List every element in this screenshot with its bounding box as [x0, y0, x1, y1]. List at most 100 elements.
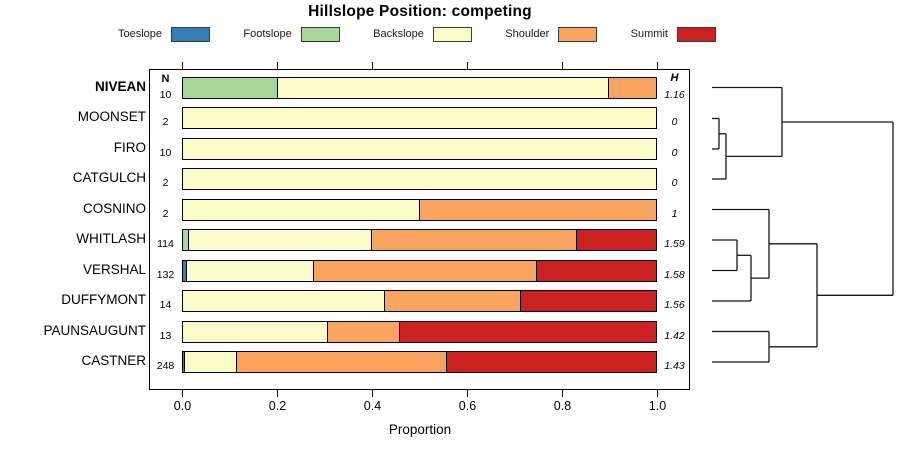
- x-axis-tick: [181, 390, 184, 397]
- bar-segment-backslope: [183, 108, 656, 129]
- h-value: 0: [671, 177, 678, 190]
- n-value: 2: [162, 116, 169, 129]
- bar-segment-shoulder: [385, 291, 521, 312]
- h-value: 1.16: [664, 89, 685, 101]
- top-axis-tick: [466, 62, 469, 69]
- bar-moonset: [182, 107, 657, 130]
- legend-swatch-backslope: [432, 26, 472, 42]
- h-value: 1.43: [664, 359, 685, 372]
- x-axis-tick-label: 1.0: [648, 399, 667, 413]
- h-column-header: H: [670, 72, 679, 84]
- bar-segment-summit: [446, 351, 656, 372]
- bar-firo: [182, 137, 657, 160]
- top-axis-tick: [656, 62, 659, 69]
- chart-title: Hillslope Position: competing: [308, 3, 532, 20]
- row-label-moonset: MOONSET: [77, 109, 146, 125]
- bar-segment-shoulder: [314, 260, 537, 281]
- row-label-nivean: NIVEAN: [94, 79, 146, 94]
- h-value: 1.56: [664, 299, 685, 312]
- bar-segment-summit: [576, 230, 656, 251]
- bar-castner: [182, 350, 657, 373]
- legend-item-backslope: Backslope: [373, 26, 472, 42]
- row-label-catgulch: CATGULCH: [72, 170, 146, 186]
- x-axis-tick: [561, 390, 564, 397]
- h-value: 0: [671, 116, 678, 129]
- top-axis-tick: [276, 62, 279, 69]
- bar-segment-backslope: [184, 351, 238, 372]
- bar-segment-backslope: [183, 199, 420, 220]
- bar-segment-backslope: [277, 78, 609, 98]
- bar-segment-summit: [520, 291, 656, 312]
- row-label-castner: CASTNER: [81, 352, 146, 368]
- row-label-cosnino: COSNINO: [82, 200, 146, 216]
- n-value: 10: [159, 146, 172, 159]
- h-value: 1.58: [664, 268, 685, 281]
- n-value: 132: [156, 268, 175, 281]
- bar-vershal: [182, 259, 657, 282]
- x-axis-tick: [276, 390, 279, 397]
- legend-label: Toeslope: [118, 28, 163, 40]
- bar-segment-summit: [536, 260, 656, 281]
- bar-duffymont: [182, 290, 657, 313]
- bar-segment-backslope: [183, 169, 656, 190]
- bar-segment-shoulder: [372, 230, 577, 251]
- bar-segment-toeslope: [183, 351, 185, 372]
- n-value: 10: [159, 89, 172, 101]
- plot-box: [149, 69, 690, 390]
- top-axis-tick: [561, 62, 564, 69]
- legend-label: Footslope: [243, 28, 292, 40]
- bar-segment-backslope: [188, 230, 373, 251]
- n-value: 13: [159, 329, 172, 342]
- n-value: 114: [157, 238, 174, 251]
- x-axis-tick: [466, 390, 469, 397]
- bar-segment-backslope: [183, 138, 656, 159]
- bar-segment-shoulder: [608, 78, 656, 98]
- bar-segment-shoulder: [419, 199, 656, 220]
- row-label-vershal: VERSHAL: [82, 261, 146, 277]
- x-axis-tick-label: 0.0: [173, 399, 192, 413]
- legend-item-footslope: Footslope: [243, 26, 340, 42]
- x-axis-tick: [656, 390, 659, 397]
- bar-whitlash: [182, 229, 657, 252]
- row-label-firo: FIRO: [113, 139, 146, 155]
- row-label-duffymont: DUFFYMONT: [61, 292, 146, 308]
- h-value: 1.59: [664, 238, 685, 251]
- top-axis-tick: [181, 62, 184, 69]
- bar-cosnino: [182, 198, 657, 221]
- bar-segment-footslope: [183, 78, 278, 98]
- top-axis-tick: [371, 62, 374, 69]
- x-axis-tick: [371, 390, 374, 397]
- bar-segment-shoulder: [327, 321, 401, 342]
- legend-label: Shoulder: [505, 28, 550, 40]
- n-value: 2: [162, 207, 169, 220]
- n-value: 14: [159, 299, 172, 312]
- bar-nivean: [182, 77, 657, 99]
- x-axis-tick-label: 0.8: [553, 399, 572, 413]
- h-value: 1.42: [664, 329, 685, 342]
- n-column-header: N: [161, 73, 170, 85]
- bar-segment-summit: [400, 321, 656, 342]
- legend: Toeslope Footslope Backslope Shoulder Summit: [118, 25, 716, 43]
- row-label-whitlash: WHITLASH: [76, 231, 146, 247]
- bar-segment-backslope: [183, 321, 328, 342]
- row-label-paunsaugunt: PAUNSAUGUNT: [43, 322, 146, 338]
- n-value: 248: [156, 359, 175, 372]
- legend-label: Backslope: [373, 28, 424, 40]
- bar-segment-toeslope: [183, 260, 187, 281]
- legend-label: Summit: [630, 28, 668, 40]
- x-axis-tick-label: 0.6: [458, 399, 477, 413]
- bar-segment-shoulder: [237, 351, 447, 372]
- h-value: 1: [671, 207, 678, 220]
- bar-catgulch: [182, 168, 657, 191]
- legend-swatch-toeslope: [171, 26, 211, 42]
- legend-swatch-summit: [676, 26, 716, 42]
- bar-paunsaugunt: [182, 320, 657, 343]
- legend-item-shoulder: Shoulder: [505, 26, 598, 42]
- bar-segment-backslope: [183, 291, 386, 312]
- legend-item-summit: Summit: [630, 26, 716, 42]
- legend-item-toeslope: Toeslope: [118, 26, 211, 42]
- legend-swatch-shoulder: [558, 26, 598, 42]
- x-axis-label: Proportion: [388, 422, 452, 437]
